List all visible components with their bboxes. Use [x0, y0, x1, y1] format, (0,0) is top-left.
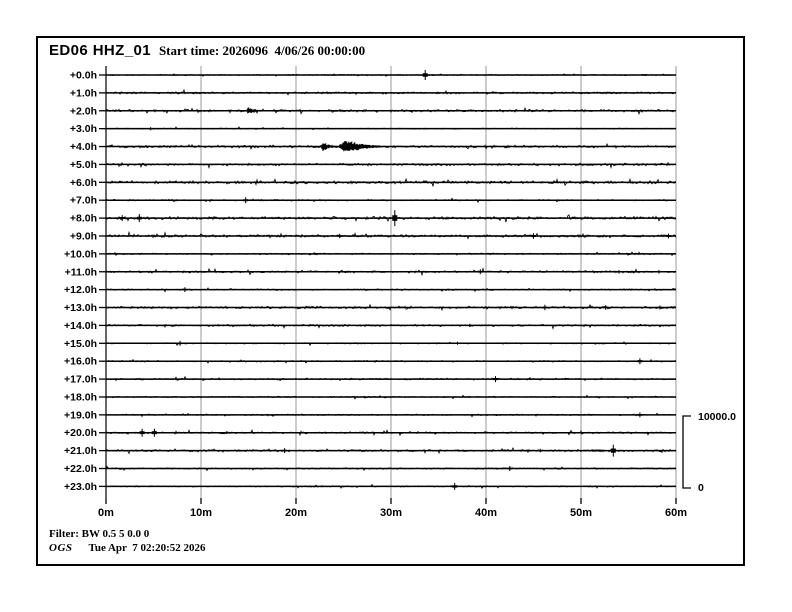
hour-label: +18.0h — [64, 391, 97, 403]
trace-row-20 — [105, 428, 676, 437]
minute-gridlines — [200, 66, 677, 498]
trace-row-11 — [105, 267, 677, 277]
outer-border — [36, 36, 745, 566]
trace-row-14 — [105, 323, 677, 330]
trace-row-16 — [105, 358, 677, 364]
minute-label: 20m — [285, 507, 307, 519]
hour-label: +12.0h — [64, 284, 97, 296]
minute-label: 0m — [98, 507, 114, 519]
trace-row-23 — [105, 483, 677, 489]
trace-row-1 — [105, 88, 677, 96]
hour-label: +5.0h — [70, 159, 97, 171]
hour-label: +3.0h — [70, 123, 97, 135]
trace-row-5 — [105, 161, 677, 170]
hour-label: +14.0h — [64, 320, 97, 332]
trace-row-22 — [105, 465, 677, 472]
trace-row-7 — [105, 197, 677, 204]
hour-label: +20.0h — [64, 427, 97, 439]
minute-axis-labels: 0m 10m 20m 30m 40m 50m 60m — [98, 498, 687, 519]
scale-max-label: 10000.0 — [698, 411, 736, 423]
hour-label: +16.0h — [64, 356, 97, 368]
trace-row-9 — [105, 230, 677, 240]
trace-row-3 — [105, 126, 677, 131]
plot-title: ED06 HHZ_01 Start time: 2026096 4/06/26 … — [49, 42, 365, 59]
hour-label: +21.0h — [64, 445, 97, 457]
event-bursts — [224, 74, 667, 452]
trace-row-4 — [105, 142, 677, 151]
minute-label: 10m — [190, 507, 212, 519]
event-spikes — [119, 70, 671, 490]
render-timestamp: Tue Apr 7 02:20:52 2026 — [88, 542, 206, 554]
hour-axis-labels: +0.0h +1.0h +2.0h +3.0h +4.0h +5.0h +6.0h +7.0h… — [64, 70, 106, 493]
hour-label: +10.0h — [64, 248, 97, 260]
minute-label: 60m — [665, 507, 687, 519]
start-time-label: Start time: 2026096 4/06/26 00:00:00 — [158, 43, 366, 58]
hour-label: +0.0h — [70, 70, 97, 82]
footer-line: OGS Tue Apr 7 02:20:52 2026 — [49, 542, 206, 554]
hour-label: +1.0h — [70, 87, 97, 99]
hour-label: +15.0h — [64, 338, 97, 350]
trace-row-12 — [105, 287, 677, 293]
trace-row-13 — [105, 303, 677, 312]
minute-label: 40m — [475, 507, 497, 519]
trace-row-21 — [105, 447, 677, 455]
hour-label: +8.0h — [70, 213, 97, 225]
hour-label: +9.0h — [70, 230, 97, 242]
scale-min-label: 0 — [698, 482, 704, 494]
minute-label: 50m — [570, 507, 592, 519]
trace-row-8 — [105, 213, 677, 223]
station-channel-label: ED06 HHZ_01 — [49, 42, 151, 59]
hour-label: +7.0h — [70, 195, 97, 207]
hour-label: +23.0h — [64, 481, 97, 493]
hour-label: +4.0h — [70, 141, 97, 153]
hour-label: +22.0h — [64, 463, 97, 475]
amplitude-scale-bar: 10000.0 0 — [682, 411, 736, 494]
hour-label: +6.0h — [70, 177, 97, 189]
trace-row-6 — [105, 177, 677, 187]
hour-label: +19.0h — [64, 409, 97, 421]
trace-row-19 — [105, 412, 677, 418]
trace-row-17 — [105, 375, 677, 382]
trace-row-15 — [105, 341, 677, 347]
trace-row-2 — [105, 107, 677, 115]
trace-row-10 — [105, 251, 677, 257]
hour-label: +11.0h — [65, 266, 97, 278]
trace-row-18 — [105, 394, 677, 400]
minute-label: 30m — [380, 507, 402, 519]
hour-label: +13.0h — [64, 302, 97, 314]
hour-label: +17.0h — [64, 374, 97, 386]
trace-row-0 — [105, 73, 677, 77]
filter-label: Filter: BW 0.5 5 0.0 0 — [49, 528, 150, 540]
agency-label: OGS — [49, 542, 73, 554]
hour-label: +2.0h — [70, 105, 97, 117]
